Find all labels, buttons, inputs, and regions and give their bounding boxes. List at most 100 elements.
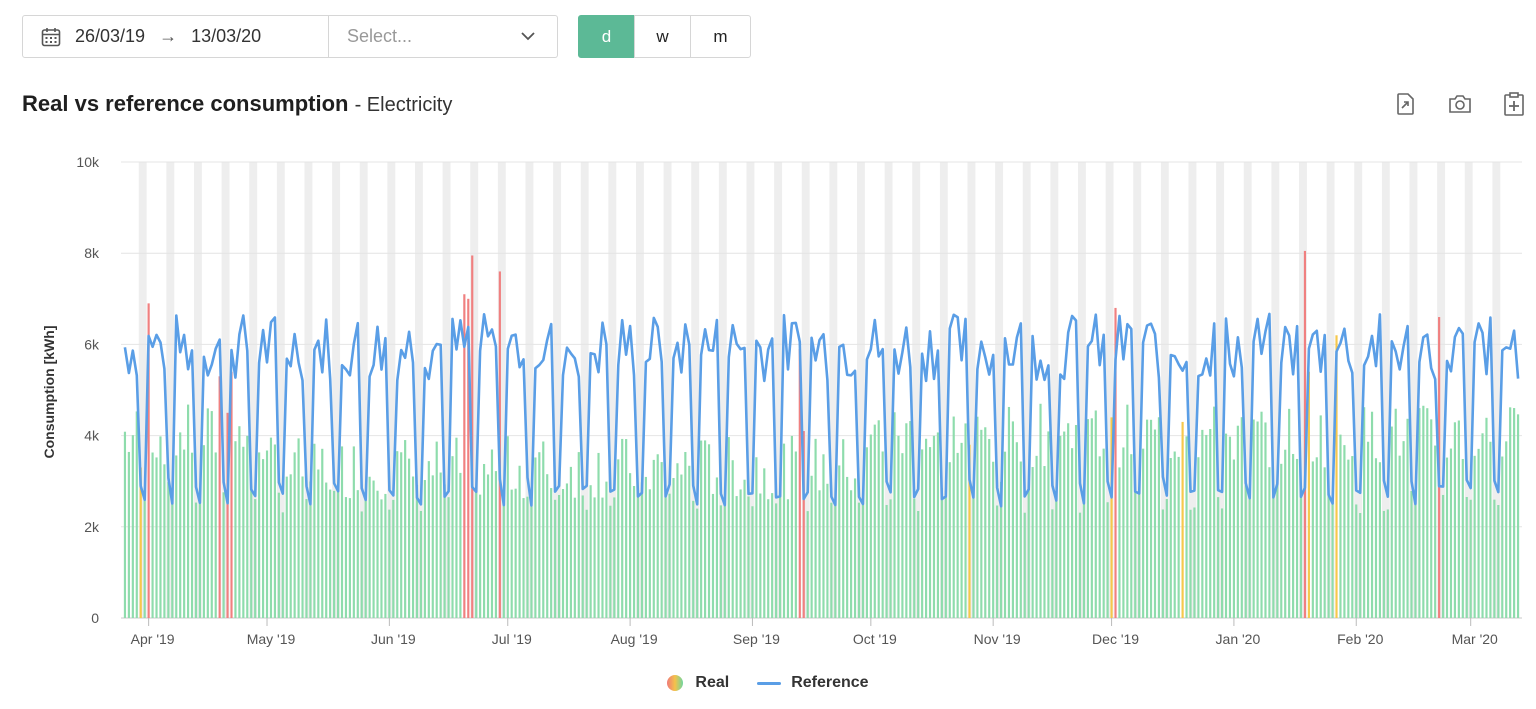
real-bar	[1011, 421, 1014, 618]
real-bar	[739, 489, 742, 618]
real-bar	[893, 412, 896, 618]
real-bar	[1067, 423, 1070, 618]
real-bar	[1027, 485, 1030, 618]
weekend-band	[553, 162, 562, 618]
real-bar	[798, 348, 801, 618]
real-bar	[1145, 419, 1149, 618]
real-bar	[1094, 410, 1097, 618]
real-bar	[1351, 456, 1354, 618]
date-from[interactable]: 26/03/19	[75, 26, 146, 46]
real-bar	[885, 504, 888, 618]
real-bar	[206, 408, 209, 618]
real-bar	[455, 437, 458, 618]
y-axis-title: Consumption [kWh]	[41, 326, 57, 459]
real-bar	[1394, 408, 1397, 618]
real-bar	[1382, 510, 1385, 618]
period-week-button[interactable]: w	[634, 15, 691, 58]
real-bar	[763, 468, 766, 618]
real-bar	[850, 490, 853, 618]
real-bar	[790, 435, 793, 618]
real-bar	[1513, 408, 1516, 618]
weekend-band	[249, 162, 258, 618]
real-bar	[238, 426, 241, 618]
real-bar	[1181, 421, 1184, 618]
weekend-band	[1243, 162, 1252, 618]
real-bar	[928, 447, 932, 618]
real-bar	[660, 462, 663, 618]
real-bar	[1169, 458, 1172, 618]
real-bar	[873, 424, 876, 618]
real-bar	[917, 510, 920, 618]
real-bar	[964, 423, 967, 618]
real-bar	[680, 474, 683, 618]
real-bar	[250, 486, 253, 618]
real-bar	[656, 454, 659, 618]
select-placeholder: Select...	[347, 26, 413, 46]
real-bar	[546, 474, 549, 618]
real-bar	[640, 482, 644, 618]
real-bar	[1193, 507, 1196, 618]
real-bar	[1481, 433, 1484, 618]
real-bar	[1402, 441, 1405, 618]
weekend-band	[470, 162, 479, 618]
real-bar	[1071, 448, 1074, 618]
weekend-band	[746, 162, 755, 618]
real-bar	[281, 512, 284, 618]
weekend-band	[912, 162, 921, 618]
real-bar	[968, 444, 971, 618]
weekend-band	[801, 162, 810, 618]
real-bar	[838, 465, 841, 618]
real-bar	[1055, 497, 1058, 618]
real-bar	[1430, 419, 1433, 618]
real-bar	[842, 439, 845, 618]
y-tick-label: 4k	[84, 428, 100, 444]
real-bar	[1173, 451, 1176, 618]
real-bar	[976, 416, 979, 618]
legend-item-reference[interactable]: Reference	[757, 674, 869, 692]
real-bar	[1497, 504, 1500, 618]
real-bar	[1086, 419, 1089, 618]
real-bar	[1078, 512, 1082, 618]
real-bar	[648, 489, 651, 618]
real-bar	[309, 481, 312, 618]
real-bar	[1165, 499, 1168, 618]
real-bar	[1441, 494, 1445, 618]
real-bar	[1398, 455, 1401, 618]
real-bar	[1501, 456, 1504, 618]
real-bar	[542, 441, 545, 618]
real-bar	[380, 499, 383, 618]
clipboard-plus-icon[interactable]	[1502, 92, 1526, 116]
real-bar	[1023, 512, 1026, 618]
camera-icon[interactable]	[1448, 92, 1472, 116]
real-bar	[1457, 420, 1460, 618]
real-bar	[336, 485, 340, 618]
real-bar	[652, 459, 655, 618]
weekend-band	[967, 162, 976, 618]
date-range-picker[interactable]: 26/03/19 → 13/03/20	[22, 15, 329, 58]
real-bar	[482, 464, 486, 618]
real-bar	[1209, 429, 1212, 618]
x-tick-label: Apr '19	[131, 631, 175, 647]
real-bar	[408, 458, 411, 618]
period-day-button[interactable]: d	[578, 15, 635, 58]
meter-select[interactable]: Select...	[329, 15, 558, 58]
weekend-band	[1160, 162, 1169, 618]
real-bar	[1031, 467, 1034, 618]
period-month-button[interactable]: m	[690, 15, 751, 58]
real-bar	[356, 490, 359, 618]
real-bar	[143, 488, 146, 618]
real-bar	[273, 444, 276, 618]
legend-item-real[interactable]: Real	[667, 674, 729, 692]
real-bar	[557, 494, 561, 618]
real-bar	[234, 441, 237, 618]
real-bar	[423, 480, 426, 618]
real-bar	[735, 496, 738, 618]
date-to[interactable]: 13/03/20	[191, 26, 262, 46]
real-bar	[1295, 458, 1299, 618]
real-bar	[293, 452, 296, 618]
real-bar	[459, 472, 462, 618]
real-bar	[944, 490, 947, 618]
export-file-icon[interactable]	[1394, 92, 1418, 116]
real-bar	[909, 421, 912, 618]
real-bar	[696, 508, 699, 618]
